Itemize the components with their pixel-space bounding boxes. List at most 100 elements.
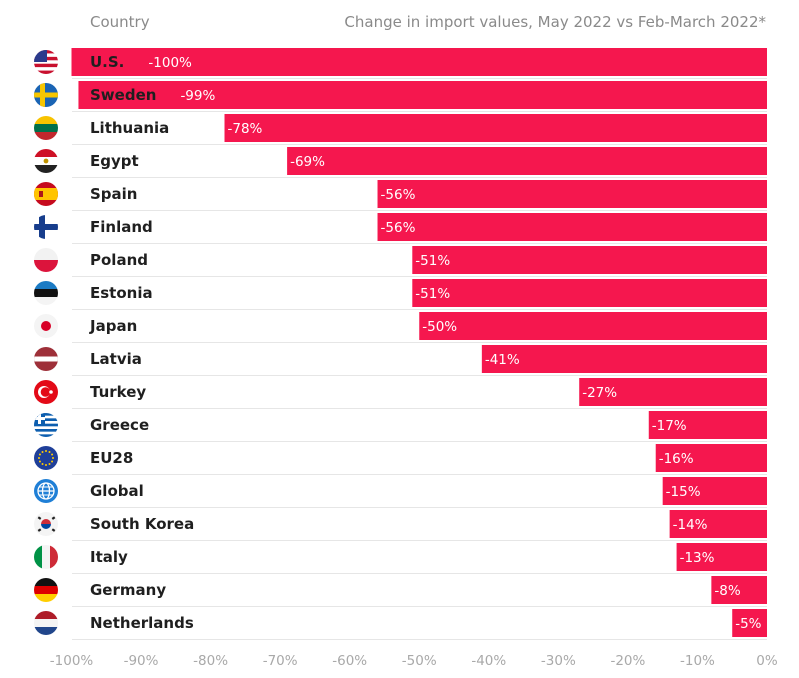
bar [377, 180, 767, 208]
spain-flag-icon [34, 182, 58, 206]
bar-row: Greece -17% [34, 411, 767, 442]
bar-row: Finland -56% [34, 213, 767, 244]
value-label: -99% [180, 88, 215, 104]
bar [287, 147, 767, 175]
country-label: Estonia [90, 284, 153, 302]
x-tick-label: -70% [263, 653, 298, 669]
value-label: -51% [415, 253, 450, 269]
poland-flag-icon [34, 248, 58, 272]
value-label: -16% [659, 451, 694, 467]
bar [78, 81, 767, 109]
bar [669, 510, 767, 538]
bar [648, 411, 767, 439]
finland-flag-icon [34, 215, 58, 239]
country-label: Sweden [90, 86, 156, 104]
country-label: U.S. [90, 53, 124, 71]
x-tick-label: -40% [471, 653, 506, 669]
country-label: South Korea [90, 515, 194, 533]
bar [412, 279, 767, 307]
country-label: Poland [90, 251, 148, 269]
country-label: Finland [90, 218, 153, 236]
value-label: -78% [228, 121, 263, 137]
bar [481, 345, 767, 373]
value-label: -50% [422, 319, 457, 335]
value-label: -56% [381, 187, 416, 203]
value-label: -69% [290, 154, 325, 170]
us-flag-icon [34, 50, 58, 74]
bar [732, 609, 767, 637]
x-tick-label: -100% [50, 653, 94, 669]
eu-flag-icon [34, 446, 58, 470]
bar-row: Egypt -69% [34, 147, 767, 178]
bar [579, 378, 767, 406]
x-tick-label: -50% [402, 653, 437, 669]
country-label: Greece [90, 416, 149, 434]
country-label: Lithuania [90, 119, 169, 137]
country-column-header: Country [90, 13, 150, 31]
value-label: -14% [673, 517, 708, 533]
bar [419, 312, 767, 340]
x-tick-label: -10% [680, 653, 715, 669]
bar-row: Lithuania -78% [34, 114, 767, 145]
country-label: Egypt [90, 152, 139, 170]
bar [676, 543, 767, 571]
bar-row: South Korea -14% [34, 510, 767, 541]
x-tick-label: 0% [756, 653, 778, 669]
estonia-flag-icon [34, 281, 58, 305]
country-label: EU28 [90, 449, 133, 467]
country-label: Italy [90, 548, 128, 566]
netherlands-flag-icon [34, 611, 58, 635]
value-label: -13% [680, 550, 715, 566]
bar [711, 576, 767, 604]
value-label: -5% [735, 616, 761, 632]
bar-row: Spain -56% [34, 180, 767, 211]
x-tick-label: -90% [124, 653, 159, 669]
bar [377, 213, 767, 241]
bar-row: Estonia -51% [34, 279, 767, 310]
country-label: Spain [90, 185, 137, 203]
bar [655, 444, 767, 472]
x-tick-label: -30% [541, 653, 576, 669]
country-label: Germany [90, 581, 166, 599]
x-tick-label: -80% [193, 653, 228, 669]
country-label: Japan [89, 317, 137, 335]
latvia-flag-icon [34, 347, 58, 371]
x-tick-label: -60% [332, 653, 367, 669]
country-label: Global [90, 482, 144, 500]
value-label: -27% [582, 385, 617, 401]
bar-row: Japan -50% [34, 312, 767, 343]
bar [412, 246, 767, 274]
value-label: -56% [381, 220, 416, 236]
lithuania-flag-icon [34, 116, 58, 140]
bar-row: Turkey -27% [34, 378, 767, 409]
bar-row: Global -15% [34, 477, 767, 508]
country-label: Netherlands [90, 614, 194, 632]
turkey-flag-icon [34, 380, 58, 404]
greece-flag-icon [34, 413, 58, 437]
bar-row: Netherlands -5% [34, 609, 767, 640]
sweden-flag-icon [34, 83, 58, 107]
germany-flag-icon [34, 578, 58, 602]
value-label: -51% [415, 286, 450, 302]
value-label: -15% [666, 484, 701, 500]
italy-flag-icon [34, 545, 58, 569]
bar-row: Poland -51% [34, 246, 767, 277]
bar-row: Latvia -41% [34, 345, 767, 376]
bar-rows: U.S. -100% Sweden -99% Lithuania -78% Egypt -69… [34, 48, 767, 640]
globe-icon [34, 479, 58, 503]
x-axis-ticks: -100% -90% -80% -70% -60% -50% -40% -30% -20% -10… [50, 653, 778, 669]
bar-row: Germany -8% [34, 576, 767, 607]
south-korea-flag-icon [34, 512, 58, 536]
japan-flag-icon [34, 314, 58, 338]
x-tick-label: -20% [610, 653, 645, 669]
value-label: -17% [652, 418, 687, 434]
bar [224, 114, 767, 142]
bar-row: EU28 -16% [34, 444, 767, 475]
country-label: Latvia [90, 350, 142, 368]
bar [71, 48, 767, 76]
egypt-flag-icon [34, 149, 58, 173]
bar [662, 477, 767, 505]
bar-row: Italy -13% [34, 543, 767, 574]
value-label: -8% [714, 583, 740, 599]
